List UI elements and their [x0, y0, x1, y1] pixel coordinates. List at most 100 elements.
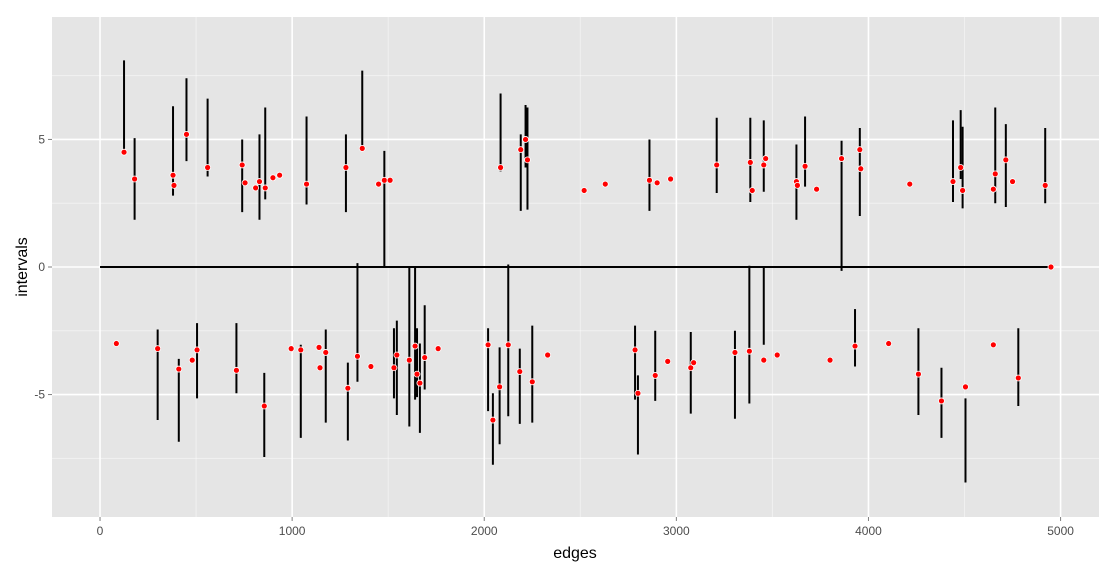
data-point	[646, 176, 653, 184]
data-point	[690, 359, 698, 367]
data-point	[154, 345, 162, 353]
data-point	[322, 349, 330, 356]
data-point	[411, 342, 419, 350]
data-point	[497, 164, 504, 171]
x-tick-label: 4000	[855, 524, 882, 538]
data-point	[175, 365, 183, 373]
data-point	[580, 187, 588, 194]
data-point	[915, 370, 922, 378]
data-point	[1014, 374, 1022, 382]
data-point	[801, 162, 809, 170]
data-point	[252, 184, 260, 192]
data-point	[667, 175, 674, 183]
data-point	[496, 383, 504, 391]
data-point	[367, 363, 375, 370]
data-point	[745, 347, 753, 355]
x-tick-label: 3000	[663, 524, 690, 538]
x-tick-label: 2000	[471, 524, 498, 538]
data-point	[380, 176, 388, 184]
data-point	[851, 342, 859, 350]
data-point	[601, 180, 609, 188]
data-point	[991, 170, 999, 178]
data-point	[522, 136, 529, 143]
data-point	[261, 184, 269, 192]
data-point	[358, 144, 366, 152]
data-point	[989, 185, 997, 193]
y-axis-title: intervals	[14, 237, 31, 297]
data-point	[1009, 178, 1016, 185]
data-point	[241, 179, 249, 187]
data-point	[183, 130, 190, 138]
data-point	[390, 364, 398, 372]
data-point	[653, 179, 661, 187]
data-point	[748, 187, 756, 194]
data-point	[260, 402, 268, 410]
data-point	[1041, 181, 1049, 189]
data-point	[484, 341, 492, 349]
data-point	[315, 343, 323, 351]
data-point	[120, 148, 128, 156]
data-point	[112, 340, 120, 347]
data-point	[746, 159, 754, 166]
data-point	[687, 364, 695, 372]
data-point	[303, 180, 310, 188]
data-point	[204, 164, 212, 171]
data-point	[405, 356, 413, 364]
x-tick-label: 1000	[279, 524, 306, 538]
data-point	[413, 370, 421, 378]
data-point	[393, 351, 401, 359]
data-point	[957, 164, 965, 171]
data-point	[524, 156, 531, 164]
data-point	[906, 180, 914, 188]
data-point	[287, 345, 295, 353]
data-point	[238, 161, 246, 169]
data-point	[517, 146, 525, 154]
data-point	[1002, 156, 1010, 164]
x-axis-ticks: 0 1000 2000 3000 4000 5000	[97, 517, 1074, 538]
data-point	[375, 180, 382, 188]
data-point	[959, 187, 967, 194]
data-point	[316, 364, 324, 372]
data-point	[354, 352, 361, 360]
data-point	[651, 372, 659, 379]
data-point	[664, 357, 672, 365]
data-point	[989, 341, 997, 349]
data-point	[342, 164, 350, 171]
data-point	[269, 174, 277, 182]
data-point	[434, 345, 442, 353]
data-point	[544, 351, 552, 359]
data-point	[131, 175, 139, 183]
data-point	[856, 146, 864, 154]
data-point	[885, 340, 893, 347]
y-tick-label: -5	[34, 388, 45, 402]
data-point	[504, 341, 512, 349]
data-point	[233, 366, 240, 374]
data-point	[297, 346, 305, 354]
data-point	[169, 171, 177, 179]
data-point	[256, 178, 263, 185]
data-point	[773, 351, 781, 359]
data-point	[938, 397, 945, 405]
y-tick-label: 5	[38, 132, 45, 146]
data-point	[813, 185, 820, 193]
data-point	[276, 171, 284, 179]
data-point	[344, 384, 352, 392]
data-point	[760, 161, 768, 169]
data-point	[170, 181, 178, 189]
data-point	[962, 383, 969, 391]
data-point	[516, 368, 524, 375]
data-point	[631, 346, 639, 354]
data-point	[421, 354, 429, 361]
data-point	[713, 161, 721, 169]
y-axis-ticks: -5 0 5	[34, 132, 52, 402]
data-point	[386, 176, 394, 184]
x-axis-title: edges	[553, 545, 597, 562]
data-point	[731, 349, 739, 356]
data-point	[838, 155, 845, 162]
data-point	[793, 181, 801, 189]
data-point	[193, 346, 201, 354]
data-point	[762, 155, 770, 162]
data-point	[826, 356, 834, 364]
data-point	[1047, 263, 1055, 271]
data-points	[112, 130, 1055, 424]
